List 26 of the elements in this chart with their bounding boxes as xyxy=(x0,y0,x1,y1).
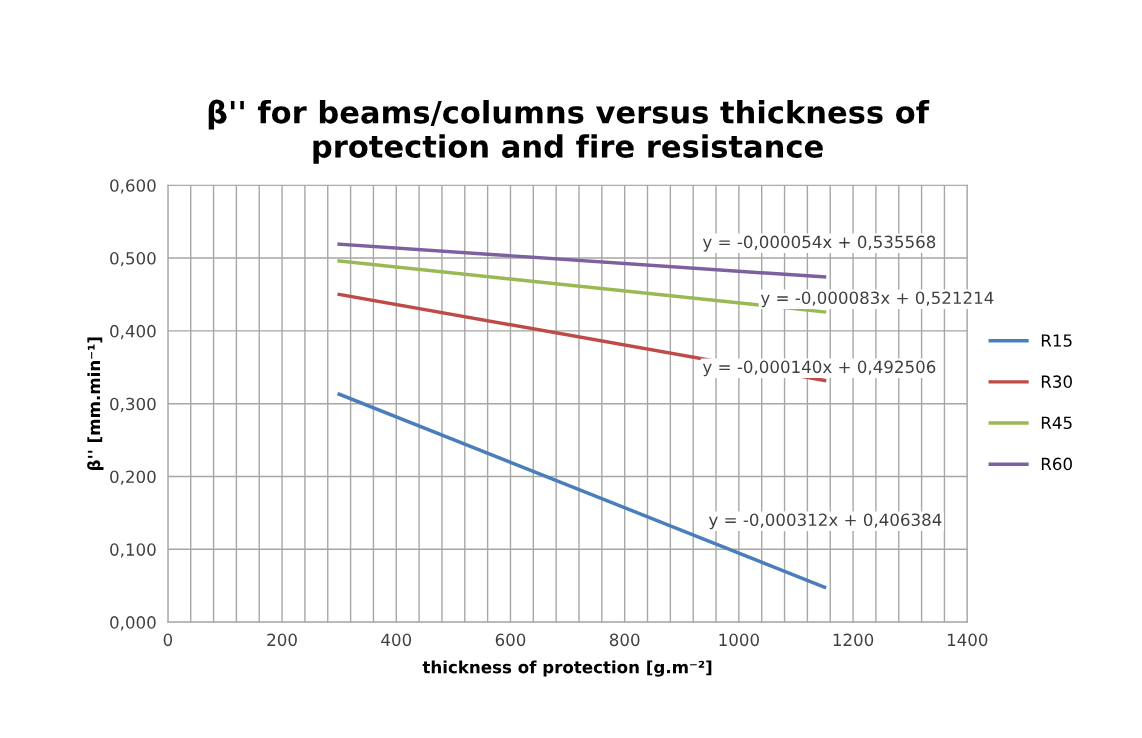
legend-label: R60 xyxy=(1041,457,1072,471)
y-tick-label: 0,000 xyxy=(110,616,156,631)
x-tick-label: 600 xyxy=(495,633,526,647)
chart-title: β'' for beams/columns versus thickness of protection and fire resistance xyxy=(208,99,930,164)
x-tick-label: 1200 xyxy=(833,633,874,647)
legend-label: R45 xyxy=(1041,416,1072,430)
annotation: y = -0,000312x + 0,406384 xyxy=(708,513,942,530)
y-tick-label: 0,100 xyxy=(110,543,156,558)
y-tick-label: 0,300 xyxy=(110,397,156,412)
x-tick-label: 200 xyxy=(267,633,297,647)
y-tick-label: 0,200 xyxy=(110,470,156,485)
y-tick-label: 0,500 xyxy=(110,252,156,267)
y-tick-label: 0,600 xyxy=(110,179,156,194)
annotation: y = -0,000140x + 0,492506 xyxy=(702,360,936,377)
annotation: y = -0,000054x + 0,535568 xyxy=(702,235,936,252)
x-tick-label: 1000 xyxy=(719,633,759,647)
legend-label: R30 xyxy=(1041,375,1072,388)
x-tick-label: 400 xyxy=(381,633,412,647)
x-tick-label: 1400 xyxy=(947,633,988,647)
y-tick-label: 0,400 xyxy=(110,324,156,340)
x-tick-label: 800 xyxy=(609,633,640,647)
annotation: y = -0,000083x + 0,521214 xyxy=(760,291,994,308)
legend-label: R15 xyxy=(1041,334,1072,347)
x-tick-label: 0 xyxy=(163,633,173,647)
x-axis-title: thickness of protection [g.m⁻²] xyxy=(422,660,712,677)
y-axis-title: β'' [mm.min⁻¹] xyxy=(87,337,104,470)
